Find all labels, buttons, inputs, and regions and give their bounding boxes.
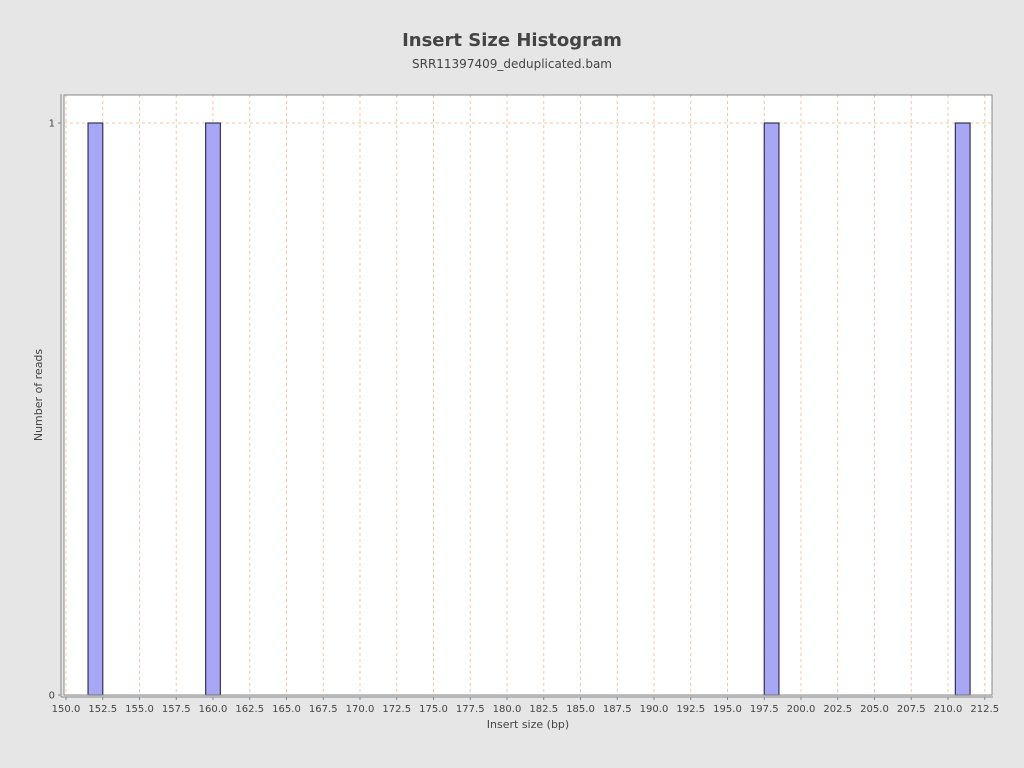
- x-tick-label: 160.0: [199, 704, 228, 715]
- x-tick-label: 155.0: [125, 704, 154, 715]
- x-tick-label: 157.5: [162, 704, 191, 715]
- x-tick-label: 172.5: [382, 704, 411, 715]
- x-tick-label: 207.5: [897, 704, 926, 715]
- x-axis-label: Insert size (bp): [487, 718, 569, 731]
- x-tick-label: 195.0: [713, 704, 742, 715]
- plot-border: [63, 94, 993, 696]
- x-tick-label: 162.5: [235, 704, 264, 715]
- x-tick-label: 187.5: [603, 704, 632, 715]
- x-tick-label: 185.0: [566, 704, 595, 715]
- histogram-bar: [87, 122, 104, 696]
- bars: [87, 122, 971, 696]
- y-axis-label: Number of reads: [32, 349, 45, 442]
- x-tick-label: 152.5: [88, 704, 117, 715]
- x-tick-label: 182.5: [529, 704, 558, 715]
- x-tick-label: 180.0: [493, 704, 522, 715]
- histogram-bar: [763, 122, 780, 696]
- y-tick-label: 0: [49, 691, 55, 702]
- x-tick-label: 212.5: [970, 704, 999, 715]
- x-tick-label: 205.0: [860, 704, 889, 715]
- x-tick-label: 150.0: [52, 704, 81, 715]
- x-tick-label: 177.5: [456, 704, 485, 715]
- x-tick-label: 165.0: [272, 704, 301, 715]
- x-tick-label: 175.0: [419, 704, 448, 715]
- y-tick-label: 1: [49, 119, 55, 130]
- chart-title: Insert Size Histogram: [402, 30, 622, 51]
- x-tick-label: 192.5: [676, 704, 705, 715]
- chart-subtitle: SRR11397409_deduplicated.bam: [411, 57, 612, 71]
- x-tick-label: 197.5: [750, 704, 779, 715]
- y-tick-labels: 01: [49, 119, 61, 702]
- x-tick-label: 200.0: [787, 704, 816, 715]
- x-tick-label: 170.0: [346, 704, 375, 715]
- x-tick-label: 190.0: [640, 704, 669, 715]
- x-tick-label: 202.5: [823, 704, 852, 715]
- x-tick-labels: 150.0 152.5 155.0 157.5 160.0 162.5 165.0 167.5…: [52, 697, 999, 715]
- plot-area: [64, 95, 992, 695]
- x-tick-label: 167.5: [309, 704, 338, 715]
- histogram-bar: [205, 122, 221, 696]
- histogram-bar: [954, 122, 971, 696]
- x-tick-label: 210.0: [934, 704, 963, 715]
